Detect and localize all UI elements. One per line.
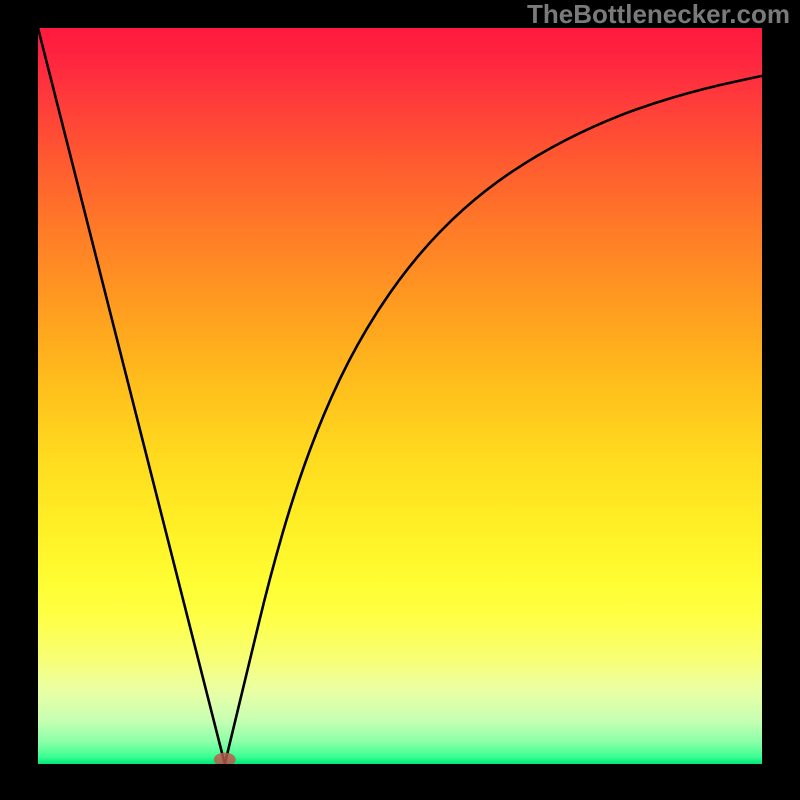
watermark-text: TheBottlenecker.com [527, 0, 790, 30]
gradient-background [38, 28, 762, 764]
chart-frame: TheBottlenecker.com [0, 0, 800, 800]
plot-area [38, 28, 762, 764]
plot-svg [38, 28, 762, 764]
